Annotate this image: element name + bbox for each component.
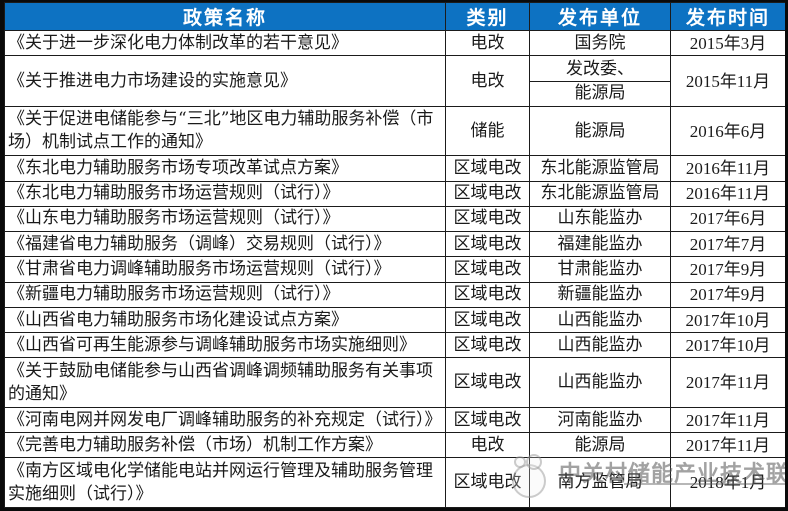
unit-cell: 甘肃能监办 (529, 256, 671, 283)
date-cell: 2017年9月 (670, 256, 785, 283)
table-row: 《东北电力辅助服务市场运营规则（试行）》 区域电改 东北能源监管局 2016年11月 (4, 180, 785, 207)
date-cell: 2016年11月 (670, 155, 785, 182)
table-row: 《东北电力辅助服务市场专项改革试点方案》 区域电改 东北能源监管局 2016年11月 (4, 155, 785, 182)
category-cell: 区域电改 (445, 457, 530, 508)
date-cell: 2017年11月 (670, 432, 785, 459)
policy-name-cell: 《关于进一步深化电力体制改革的若干意见》 (4, 29, 446, 57)
category-cell: 区域电改 (445, 231, 530, 258)
policy-name-cell: 《关于推进电力市场建设的实施意见》 (4, 55, 446, 107)
policy-name-cell: 《甘肃省电力调峰辅助服务市场运营规则（试行）》 (4, 256, 446, 283)
unit-cell: 山东能监办 (529, 205, 671, 233)
category-cell: 区域电改 (445, 332, 530, 359)
policy-name-cell: 《完善电力辅助服务补偿（市场）机制工作方案》 (4, 432, 446, 459)
category-cell: 电改 (445, 55, 530, 107)
date-cell: 2017年11月 (670, 357, 785, 408)
date-cell: 2017年9月 (670, 281, 785, 308)
table-row: 《河南电网并网发电厂调峰辅助服务的补充规定（试行）》 区域电改 河南能监办 2017年… (4, 406, 785, 434)
table-header-row: 政策名称 类别 发布单位 发布时间 (4, 2, 785, 31)
date-cell: 2017年10月 (670, 306, 785, 334)
category-cell: 区域电改 (445, 306, 530, 334)
table-row: 《甘肃省电力调峰辅助服务市场运营规则（试行）》 区域电改 甘肃能监办 2017年9月 (4, 256, 785, 283)
header-category: 类别 (445, 2, 530, 31)
category-cell: 区域电改 (445, 357, 530, 408)
header-issuing-unit: 发布单位 (529, 2, 671, 31)
date-cell: 2015年3月 (670, 29, 785, 57)
unit-cell: 能源局 (529, 105, 671, 157)
table-body: 《关于进一步深化电力体制改革的若干意见》 电改 国务院 2015年3月 《关于推进电力市… (4, 29, 785, 508)
table-row: 《完善电力辅助服务补偿（市场）机制工作方案》 电改 能源局 2017年11月 (4, 432, 785, 459)
date-cell: 2017年10月 (670, 332, 785, 359)
policy-name-cell: 《关于鼓励电储能参与山西省调峰调频辅助服务有关事项的通知》 (4, 357, 446, 408)
unit-cell: 新疆能监办 (529, 281, 671, 308)
date-cell: 2017年7月 (670, 231, 785, 258)
date-cell: 2016年6月 (670, 105, 785, 157)
table-row: 《关于促进电储能参与“三北”地区电力辅助服务补偿（市场）机制试点工作的通知》 储能… (4, 105, 785, 157)
unit-cell: 福建能监办 (529, 231, 671, 258)
policy-name-cell: 《东北电力辅助服务市场运营规则（试行）》 (4, 180, 446, 207)
unit-cell: 山西能监办 (529, 357, 671, 408)
category-cell: 区域电改 (445, 281, 530, 308)
table-row: 《南方区域电化学储能电站并网运行管理及辅助服务管理实施细则（试行）》 区域电改 南方… (4, 457, 785, 508)
date-cell: 2016年11月 (670, 180, 785, 207)
table-row: 《山东电力辅助服务市场运营规则（试行）》 区域电改 山东能监办 2017年6月 (4, 205, 785, 233)
category-cell: 电改 (445, 432, 530, 459)
policy-name-cell: 《关于促进电储能参与“三北”地区电力辅助服务补偿（市场）机制试点工作的通知》 (4, 105, 446, 157)
table-row: 《山西省可再生能源参与调峰辅助服务市场实施细则》 区域电改 山西能监办 2017年10… (4, 332, 785, 359)
category-cell: 电改 (445, 29, 530, 57)
table-row: 《山西省电力辅助服务市场化建设试点方案》 区域电改 山西能监办 2017年10月 (4, 306, 785, 334)
header-policy-name: 政策名称 (4, 2, 446, 31)
policy-name-cell: 《山西省可再生能源参与调峰辅助服务市场实施细则》 (4, 332, 446, 359)
date-cell: 2018年1月 (670, 457, 785, 508)
table-row: 《新疆电力辅助服务市场运营规则（试行）》 区域电改 新疆能监办 2017年9月 (4, 281, 785, 308)
unit-cell: 山西能监办 (529, 306, 671, 334)
unit-cell: 能源局 (529, 432, 671, 459)
policy-name-cell: 《山西省电力辅助服务市场化建设试点方案》 (4, 306, 446, 334)
date-cell: 2017年11月 (670, 406, 785, 434)
unit-cell: 山西能监办 (529, 332, 671, 359)
unit-subcell: 发改委、 (566, 58, 634, 79)
policy-name-cell: 《新疆电力辅助服务市场运营规则（试行）》 (4, 281, 446, 308)
table-row: 《关于推进电力市场建设的实施意见》 电改 发改委、 能源局 2015年11月 (4, 55, 785, 107)
unit-cell: 东北能源监管局 (529, 180, 671, 207)
policy-name-cell: 《山东电力辅助服务市场运营规则（试行）》 (4, 205, 446, 233)
header-issue-date: 发布时间 (670, 2, 785, 31)
category-cell: 储能 (445, 105, 530, 157)
unit-cell: 国务院 (529, 29, 671, 57)
date-cell: 2017年6月 (670, 205, 785, 233)
policy-table: 政策名称 类别 发布单位 发布时间 《关于进一步深化电力体制改革的若干意见》 电改… (4, 2, 785, 508)
table-row: 《关于鼓励电储能参与山西省调峰调频辅助服务有关事项的通知》 区域电改 山西能监办 20… (4, 357, 785, 408)
unit-subcell: 能源局 (530, 80, 670, 105)
unit-cell: 东北能源监管局 (529, 155, 671, 182)
category-cell: 区域电改 (445, 406, 530, 434)
category-cell: 区域电改 (445, 155, 530, 182)
category-cell: 区域电改 (445, 256, 530, 283)
table-row: 《关于进一步深化电力体制改革的若干意见》 电改 国务院 2015年3月 (4, 29, 785, 57)
table-row: 《福建省电力辅助服务（调峰）交易规则（试行）》 区域电改 福建能监办 2017年7月 (4, 231, 785, 258)
category-cell: 区域电改 (445, 180, 530, 207)
category-cell: 区域电改 (445, 205, 530, 233)
policy-name-cell: 《福建省电力辅助服务（调峰）交易规则（试行）》 (4, 231, 446, 258)
policy-name-cell: 《东北电力辅助服务市场专项改革试点方案》 (4, 155, 446, 182)
policy-name-cell: 《河南电网并网发电厂调峰辅助服务的补充规定（试行）》 (4, 406, 446, 434)
unit-cell: 南方监管局 (529, 457, 671, 508)
date-cell: 2015年11月 (670, 55, 785, 107)
policy-name-cell: 《南方区域电化学储能电站并网运行管理及辅助服务管理实施细则（试行）》 (4, 457, 446, 508)
unit-cell: 发改委、 能源局 (529, 55, 671, 107)
unit-cell: 河南能监办 (529, 406, 671, 434)
